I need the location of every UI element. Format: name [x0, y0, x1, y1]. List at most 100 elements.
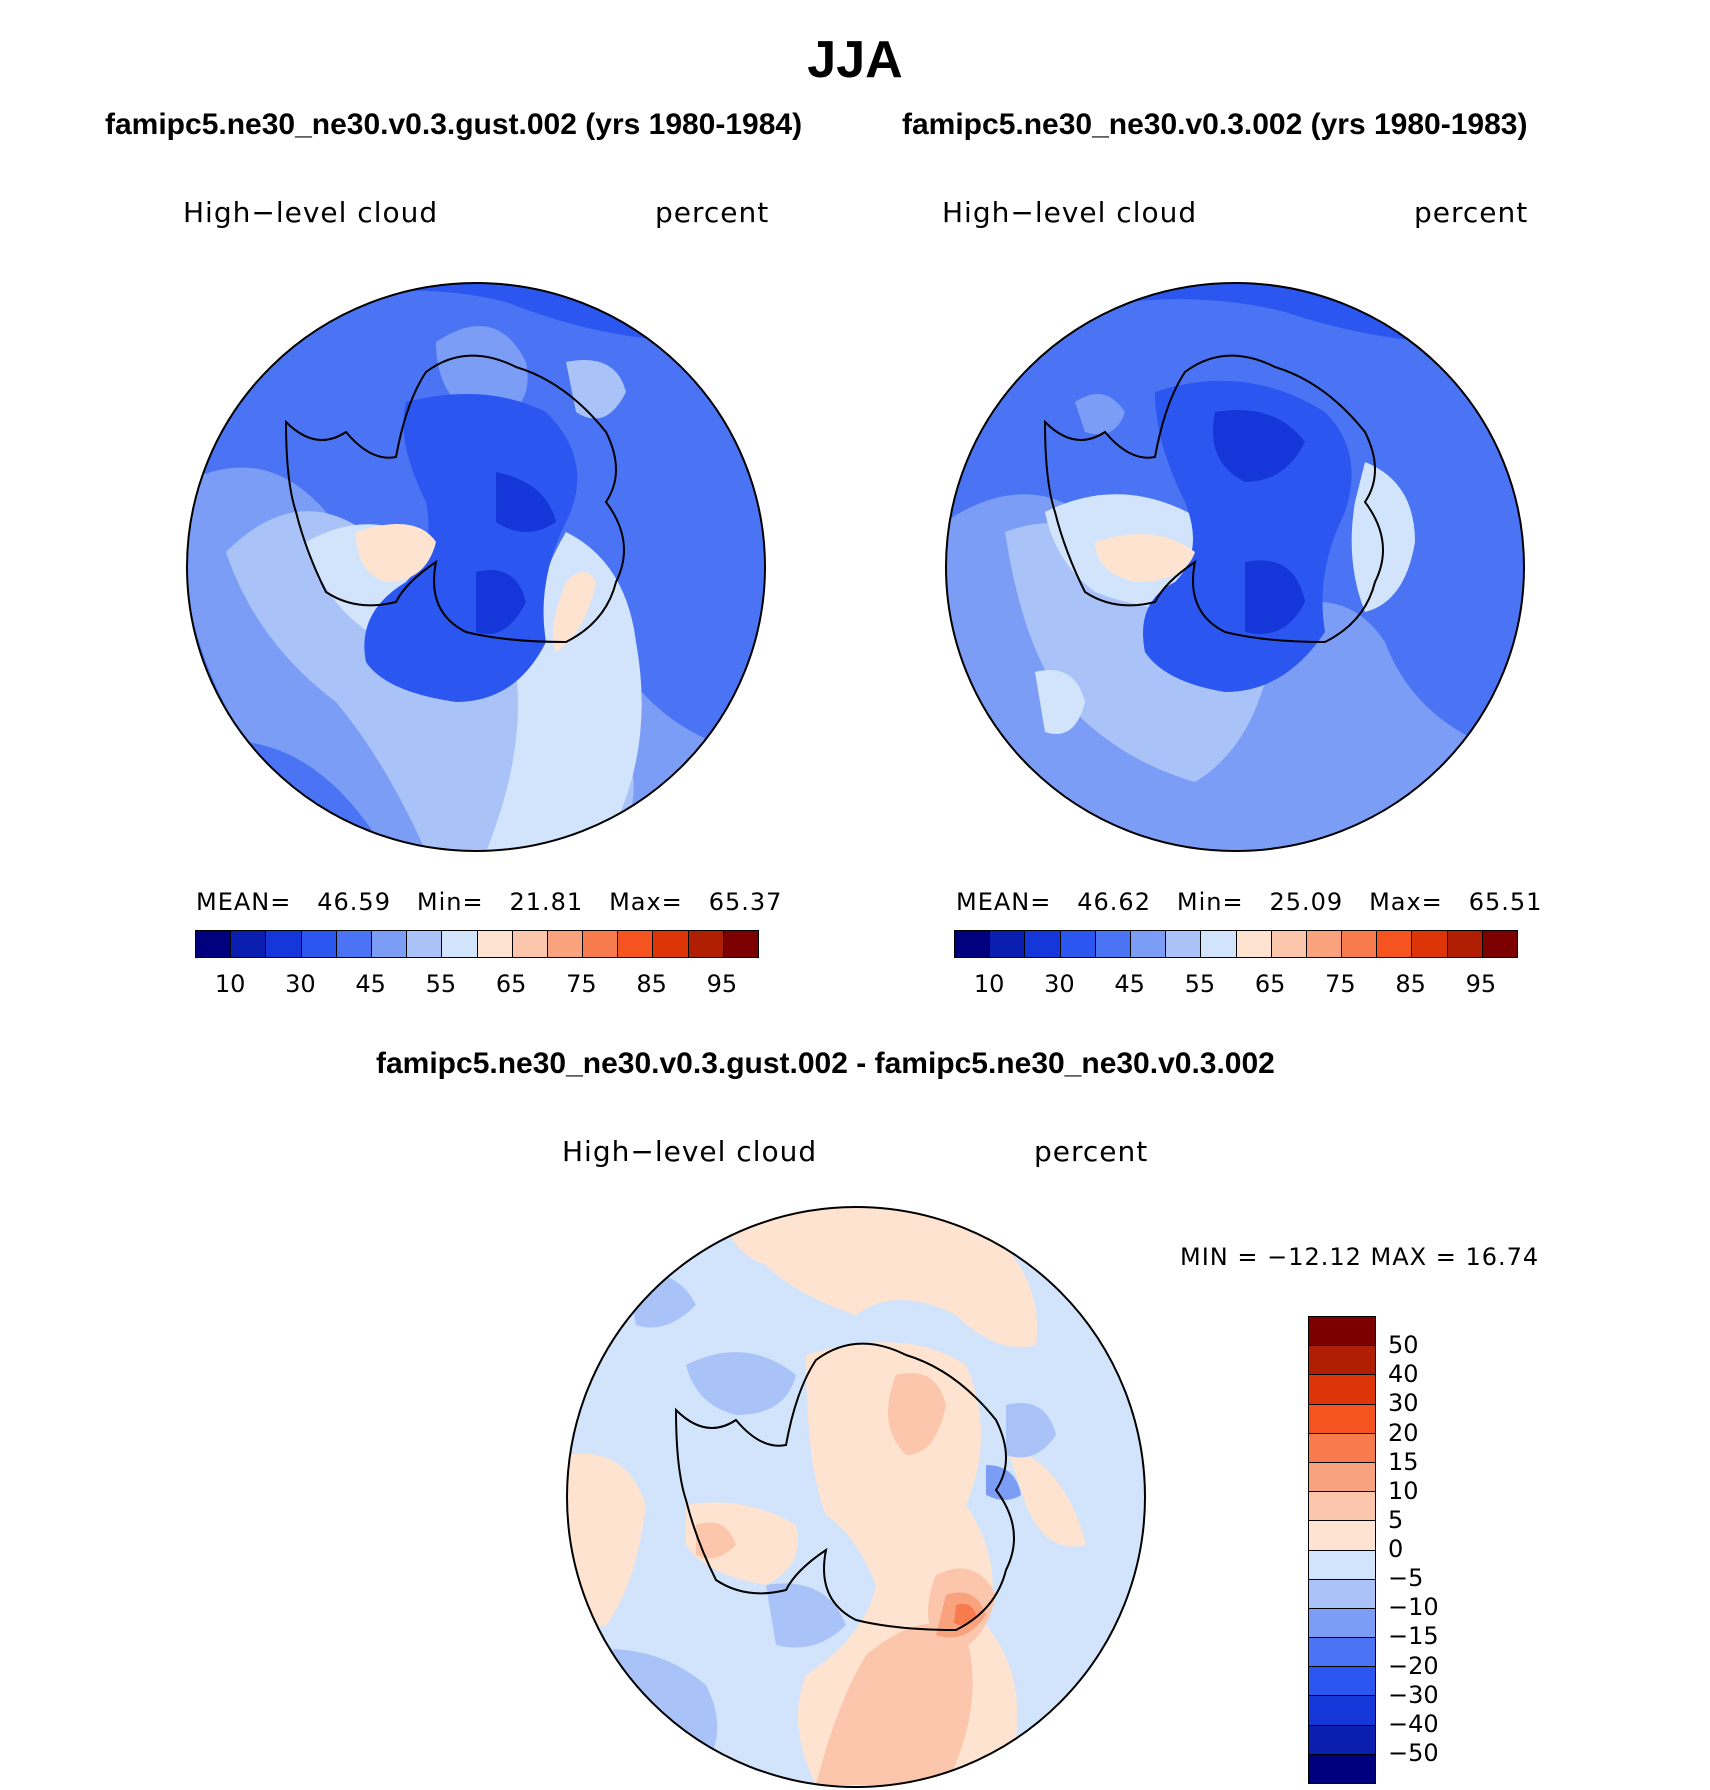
colorbar-tick-label: 5	[1388, 1505, 1404, 1534]
colorbar-swatch	[547, 931, 584, 957]
colorbar-swatch	[1377, 931, 1413, 957]
diff-boundary	[566, 1206, 1146, 1788]
diff-region	[726, 1207, 1038, 1347]
diff-region	[888, 1373, 946, 1455]
panel-1-variable: High−level cloud	[183, 196, 439, 229]
colorbar-tick-label: −15	[1388, 1622, 1439, 1651]
colorbar-swatch	[371, 931, 408, 957]
colorbar-swatch	[266, 931, 302, 957]
diff-region	[1006, 1403, 1056, 1458]
map1-region	[552, 572, 596, 652]
colorbar-swatch	[1309, 1375, 1375, 1405]
diff-region	[816, 1623, 973, 1785]
colorbar-tick-label: −30	[1388, 1680, 1439, 1709]
colorbar-swatch	[1271, 931, 1307, 957]
min-value: 21.81	[509, 888, 584, 916]
diff-stats: MIN = −12.12 MAX = 16.74	[1180, 1243, 1540, 1271]
colorbar-tick-label: 55	[425, 970, 457, 998]
colorbar-2-ticks: 10 30 45 55 65 75 85 95	[954, 970, 1516, 1000]
colorbar-swatch	[1060, 931, 1096, 957]
diff-region	[686, 1352, 796, 1415]
diff-region	[696, 1522, 736, 1559]
map1-coastline	[284, 354, 625, 644]
colorbar-swatch	[1309, 1433, 1375, 1463]
colorbar-swatch	[1309, 1404, 1375, 1434]
panel-1-stats: MEAN= 46.59 Min= 21.81 Max= 65.37	[196, 888, 782, 916]
panel-2-units: percent	[1414, 196, 1529, 229]
colorbar-swatch	[1095, 931, 1131, 957]
colorbar-swatch	[688, 931, 724, 957]
map2-boundary	[945, 282, 1525, 852]
map1-region	[356, 524, 436, 582]
colorbar-swatch	[1309, 1317, 1375, 1347]
colorbar-1	[195, 930, 759, 958]
colorbar-tick-label: 10	[1388, 1476, 1419, 1505]
colorbar-tick-label: 0	[1388, 1535, 1404, 1563]
colorbar-tick-label: 45	[1114, 970, 1145, 998]
colorbar-tick-label: 65	[1254, 970, 1286, 998]
colorbar-tick-label: 95	[706, 970, 738, 998]
colorbar-swatch	[196, 931, 232, 957]
colorbar-tick-label: 40	[1388, 1360, 1419, 1389]
colorbar-swatch	[1309, 1725, 1375, 1755]
panel-1-units: percent	[655, 196, 770, 229]
colorbar-swatch	[653, 931, 689, 957]
colorbar-swatch	[231, 931, 267, 957]
colorbar-swatch	[1309, 1346, 1375, 1376]
diff-colorbar	[1308, 1316, 1376, 1784]
colorbar-swatch	[1342, 931, 1378, 957]
colorbar-swatch	[1309, 1550, 1375, 1580]
colorbar-swatch	[1482, 931, 1517, 957]
colorbar-swatch	[1309, 1667, 1375, 1697]
colorbar-tick-label: −20	[1388, 1651, 1439, 1680]
colorbar-swatch	[618, 931, 654, 957]
colorbar-swatch	[1309, 1521, 1375, 1551]
colorbar-tick-label: 50	[1388, 1331, 1419, 1360]
polar-map-1	[186, 282, 766, 852]
map2-region	[1035, 670, 1085, 734]
colorbar-swatch	[1236, 931, 1272, 957]
colorbar-swatch	[512, 931, 548, 957]
diff-coastline	[674, 1342, 1015, 1632]
colorbar-swatch	[1309, 1462, 1375, 1493]
map2-coastline	[1043, 354, 1384, 644]
colorbar-tick-label: 30	[1044, 970, 1075, 998]
min-label: Min=	[1176, 888, 1244, 916]
max-value: 65.37	[708, 888, 783, 916]
colorbar-swatch	[1309, 1608, 1375, 1639]
map1-region	[496, 472, 556, 532]
map1-boundary	[186, 282, 766, 852]
mean-value: 46.62	[1077, 888, 1151, 916]
map2-region	[1075, 394, 1125, 435]
colorbar-tick-label: 15	[1388, 1447, 1419, 1476]
map1-region	[364, 394, 578, 702]
map2-region	[1245, 560, 1305, 634]
diff-region	[766, 1583, 846, 1648]
colorbar-swatch	[1306, 931, 1343, 957]
mean-label: MEAN=	[956, 888, 1052, 916]
colorbar-1-ticks: 10 30 45 55 65 75 85 95	[195, 970, 757, 1000]
max-label: Max=	[609, 888, 683, 916]
colorbar-swatch	[336, 931, 372, 957]
map2-region	[1213, 410, 1305, 482]
diff-title: famipc5.ne30_ne30.v0.3.gust.002 - famipc…	[376, 1047, 1275, 1080]
colorbar-tick-label: 55	[1184, 970, 1216, 998]
max-value: 65.51	[1468, 888, 1543, 916]
colorbar-swatch	[1309, 1492, 1375, 1522]
map2-region	[1095, 534, 1195, 582]
diff-units: percent	[1034, 1135, 1149, 1168]
colorbar-swatch	[723, 931, 758, 957]
diff-region	[986, 1465, 1021, 1500]
colorbar-tick-label: −40	[1388, 1709, 1439, 1738]
colorbar-tick-label: 75	[1325, 970, 1356, 998]
diff-region	[567, 1453, 646, 1635]
colorbar-swatch	[1166, 931, 1202, 957]
colorbar-2	[954, 930, 1518, 958]
colorbar-swatch	[955, 931, 991, 957]
colorbar-swatch	[990, 931, 1026, 957]
colorbar-tick-label: 85	[1395, 970, 1426, 998]
colorbar-swatch	[1309, 1754, 1375, 1783]
panel-1-title: famipc5.ne30_ne30.v0.3.gust.002 (yrs 198…	[105, 108, 803, 141]
polar-map-2	[945, 282, 1525, 852]
diff-region	[954, 1603, 976, 1626]
